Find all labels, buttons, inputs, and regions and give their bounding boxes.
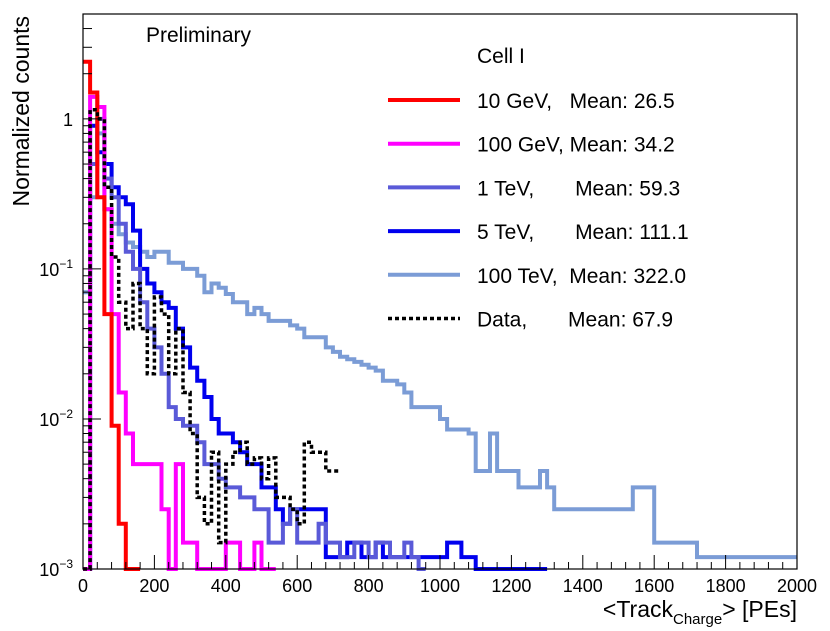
x-axis-title-subscript: Charge (673, 611, 722, 628)
y-tick-label: 10−2 (39, 407, 73, 430)
x-tick-label: 1600 (634, 576, 674, 596)
x-tick-label: 0 (78, 576, 88, 596)
x-axis-title-prefix: <Track (603, 596, 674, 622)
y-tick-label: 10−1 (39, 257, 73, 280)
x-tick-label: 200 (139, 576, 169, 596)
x-tick-label: 600 (282, 576, 312, 596)
x-tick-label: 1800 (706, 576, 746, 596)
series-layer (83, 59, 797, 571)
series-5-step-line (83, 108, 340, 571)
x-axis-title: <TrackCharge> [PEs] (603, 596, 797, 628)
x-axis-title-suffix: > [PEs] (722, 596, 797, 622)
x-tick-label: 400 (211, 576, 241, 596)
legend-label: 100 TeV, Mean: 322.0 (477, 265, 686, 288)
axis-ticks: 0 200 400 600 800 1000 1200 1400 1600 1800 2000 1 10… (39, 13, 817, 596)
x-tick-label: 1000 (420, 576, 460, 596)
x-tick-label: 2000 (777, 576, 817, 596)
series-2-step-line (83, 116, 426, 571)
legend-label: Data, Mean: 67.9 (477, 309, 673, 332)
plot-frame (82, 13, 798, 570)
y-tick-label: 1 (63, 110, 73, 130)
series-0-step-line (83, 59, 141, 571)
x-tick-label: 1400 (563, 576, 603, 596)
preliminary-label: Preliminary (146, 24, 252, 47)
x-tick-label: 1200 (491, 576, 531, 596)
y-axis-title: Normalized counts (8, 16, 34, 206)
legend-label: 1 TeV, Mean: 59.3 (477, 177, 680, 200)
series-4-step-line (83, 131, 797, 560)
legend-title: Cell I (477, 45, 525, 68)
y-tick-label: 10−3 (39, 557, 73, 580)
legend-label: 10 GeV, Mean: 26.5 (477, 90, 675, 113)
legend-label: 100 GeV, Mean: 34.2 (477, 134, 675, 157)
legend: Cell I 10 GeV, Mean: 26.5 100 GeV, Mean: … (388, 45, 689, 332)
x-tick-label: 800 (354, 576, 384, 596)
series-3-step-line (83, 123, 548, 571)
legend-entries: 10 GeV, Mean: 26.5 100 GeV, Mean: 34.2 1 T… (388, 90, 689, 332)
legend-label: 5 TeV, Mean: 111.1 (477, 221, 689, 244)
